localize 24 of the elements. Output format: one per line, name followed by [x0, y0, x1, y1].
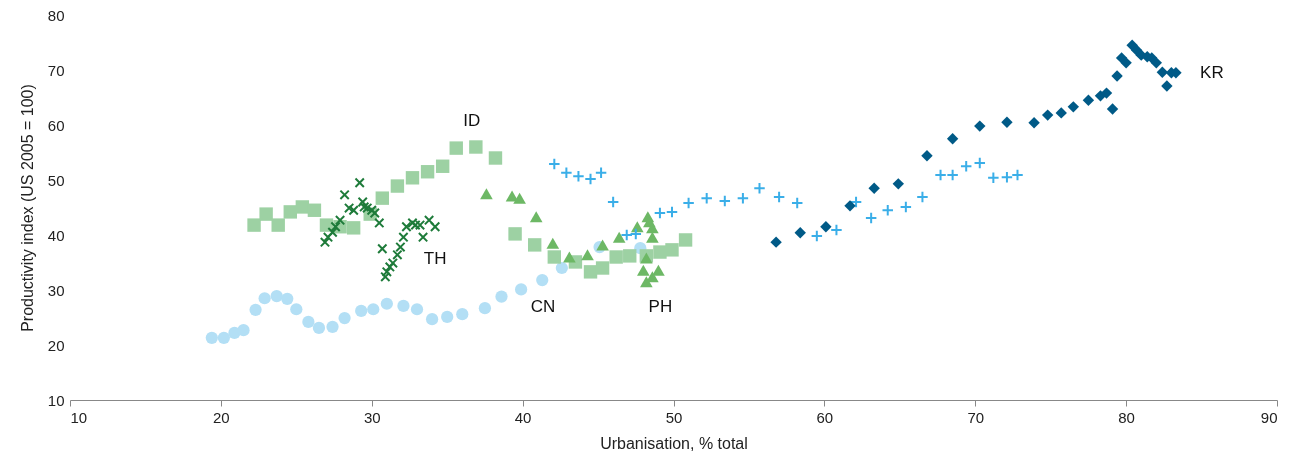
x-tick-label: 40	[514, 408, 532, 426]
y-tick-label: 70	[47, 61, 65, 79]
x-tick-label: 80	[1118, 408, 1135, 426]
y-tick-label: 50	[47, 171, 65, 189]
x-axis-title: Urbanisation, % total	[600, 434, 748, 452]
series-label: CN	[530, 297, 556, 317]
series-label: TH	[423, 248, 447, 268]
y-tick-label: 30	[47, 281, 65, 299]
series-label: PH	[648, 296, 673, 316]
x-tick-label: 10	[70, 408, 88, 426]
x-tick-label: 60	[816, 408, 834, 426]
x-tick-label: 20	[213, 408, 230, 426]
x-tick-label: 70	[967, 408, 985, 426]
series-label: ID	[463, 111, 481, 130]
y-tick-label: 10	[47, 391, 65, 409]
y-tick-label: 60	[47, 116, 65, 134]
x-tick-label: 50	[665, 408, 683, 426]
series-label: KR	[1200, 62, 1224, 82]
y-axis-title: Productivity index (US 2005 = 100)	[18, 84, 36, 332]
y-tick-label: 40	[47, 226, 65, 244]
x-tick-label: 30	[363, 408, 381, 426]
y-tick-label: 20	[47, 336, 65, 354]
x-tick-label: 90	[1260, 408, 1278, 426]
y-tick-label: 80	[47, 6, 65, 24]
